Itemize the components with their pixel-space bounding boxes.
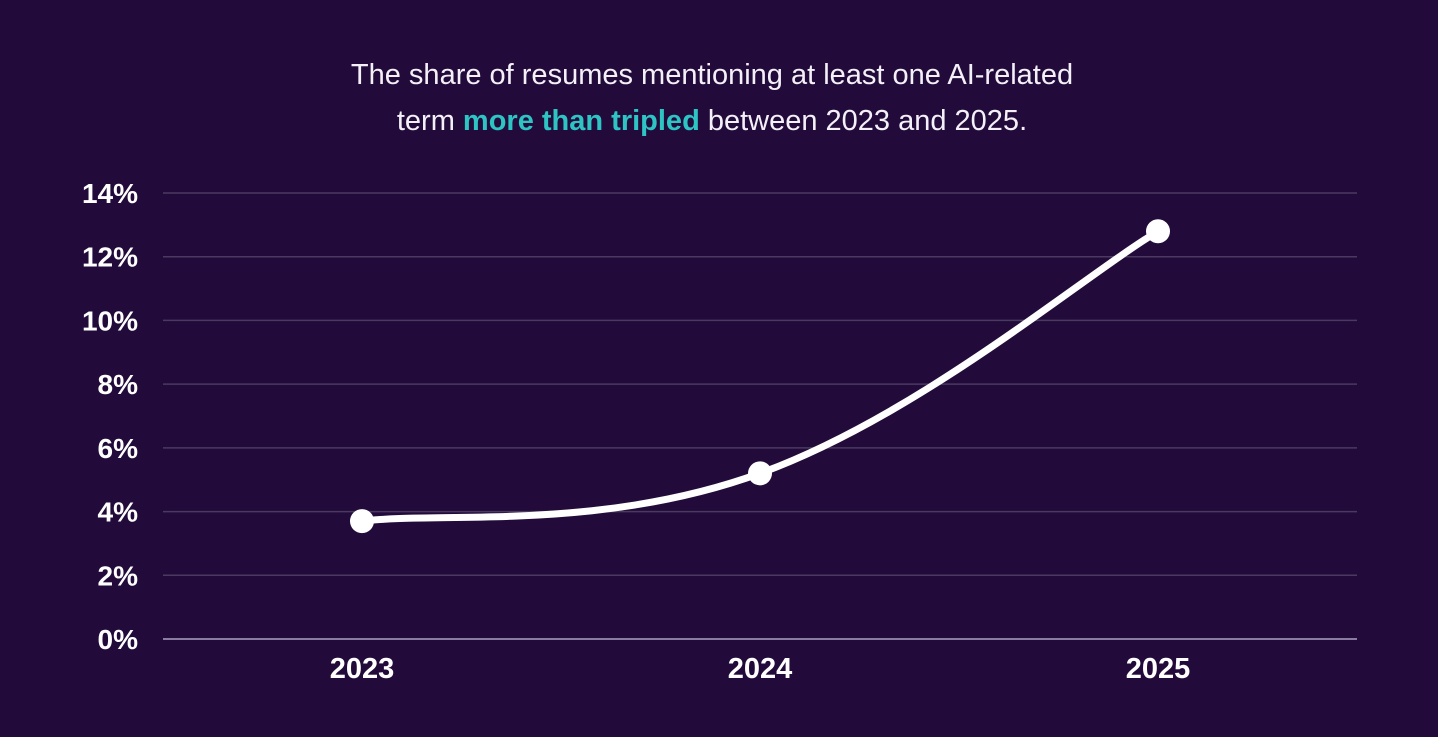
data-point bbox=[748, 461, 772, 486]
y-tick-label: 4% bbox=[98, 497, 139, 528]
title-highlight: more than tripled bbox=[462, 105, 700, 137]
title-line-2-end: between 2023 and 2025. bbox=[699, 105, 1028, 137]
x-tick-label: 2024 bbox=[728, 653, 793, 685]
title-line-1: The share of resumes mentioning at least… bbox=[350, 59, 1074, 91]
y-tick-label: 12% bbox=[82, 242, 138, 273]
y-tick-label: 10% bbox=[82, 305, 138, 336]
x-axis-ticks: 2023 2024 2025 bbox=[330, 653, 1191, 685]
y-tick-label: 2% bbox=[98, 560, 139, 591]
data-points bbox=[350, 219, 1170, 534]
x-tick-label: 2025 bbox=[1126, 653, 1191, 685]
data-point bbox=[350, 509, 374, 534]
chart-title: The share of resumes mentioning at least… bbox=[0, 52, 1424, 144]
title-line-2-start: term bbox=[396, 105, 463, 137]
y-tick-label: 14% bbox=[82, 178, 138, 209]
y-axis-ticks: 0% 2% 4% 6% 8% 10% 12% 14% bbox=[82, 178, 138, 655]
x-tick-label: 2023 bbox=[330, 653, 395, 685]
y-tick-label: 0% bbox=[98, 624, 139, 655]
y-tick-label: 8% bbox=[98, 369, 139, 400]
y-tick-label: 6% bbox=[98, 433, 139, 464]
data-point bbox=[1146, 219, 1170, 244]
gridlines bbox=[163, 192, 1357, 640]
